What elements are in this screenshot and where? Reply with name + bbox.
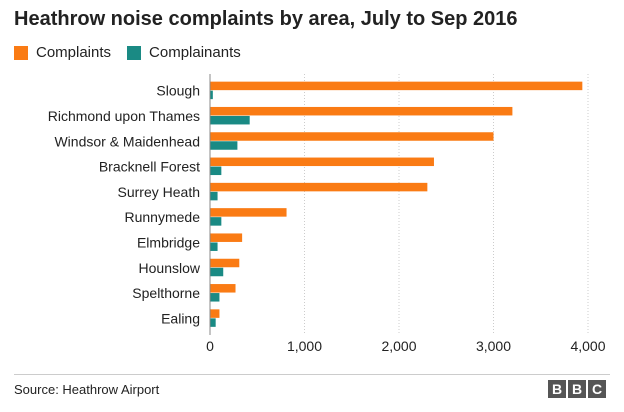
complainants-bar	[210, 318, 216, 327]
complaints-bar	[210, 182, 428, 192]
chart-title: Heathrow noise complaints by area, July …	[14, 8, 518, 30]
legend-item-complainants: Complainants	[127, 44, 241, 61]
complaints-bar	[210, 132, 494, 141]
complaints-bar	[210, 106, 513, 116]
x-tick-label: 4,000	[570, 338, 605, 354]
complaints-bar	[210, 309, 220, 318]
legend: Complaints Complainants	[14, 44, 257, 61]
legend-swatch-complaints	[14, 45, 28, 60]
complainants-bar	[210, 166, 222, 176]
bbc-logo-letter: C	[588, 380, 606, 398]
footer-divider	[14, 374, 610, 375]
x-tick-label: 0	[206, 338, 214, 354]
complainants-bar	[210, 267, 224, 277]
complainants-bar	[210, 293, 220, 302]
category-label: Hounslow	[139, 260, 201, 276]
category-label: Surrey Heath	[118, 184, 200, 200]
bbc-logo-letter: B	[568, 380, 586, 398]
complaints-bar	[210, 233, 243, 242]
category-label: Richmond upon Thames	[48, 108, 200, 124]
category-label: Ealing	[161, 310, 200, 326]
complainants-bar	[210, 217, 222, 226]
category-label: Windsor & Maidenhead	[54, 133, 200, 149]
legend-label-complaints: Complaints	[36, 44, 112, 61]
complainants-bar	[210, 242, 218, 251]
complaints-bar	[210, 258, 240, 268]
bbc-logo-letter: B	[548, 380, 566, 398]
complainants-bar	[210, 141, 238, 150]
x-tick-label: 2,000	[381, 338, 416, 354]
category-label: Slough	[156, 83, 200, 99]
complaints-bar	[210, 208, 287, 217]
complainants-bar	[210, 115, 250, 125]
legend-item-complaints: Complaints	[14, 44, 111, 61]
category-label: Spelthorne	[132, 285, 200, 301]
x-tick-label: 3,000	[476, 338, 511, 354]
complainants-bar	[210, 191, 218, 201]
category-label: Bracknell Forest	[99, 159, 200, 175]
complainants-bar	[210, 90, 213, 100]
bar-chart: 0 1,000 2,000 3,000 4,000 Slough Richmond upon…	[48, 74, 606, 354]
legend-label-complainants: Complainants	[149, 44, 241, 61]
category-label: Runnymede	[125, 209, 201, 225]
complaints-bar	[210, 157, 434, 167]
complaints-bar	[210, 284, 236, 293]
complaints-bar	[210, 81, 583, 91]
legend-swatch-complainants	[127, 45, 142, 60]
source-note: Source: Heathrow Airport	[14, 382, 160, 397]
bbc-logo: B B C	[546, 380, 606, 398]
category-label: Elmbridge	[137, 234, 200, 250]
x-tick-label: 1,000	[287, 338, 322, 354]
